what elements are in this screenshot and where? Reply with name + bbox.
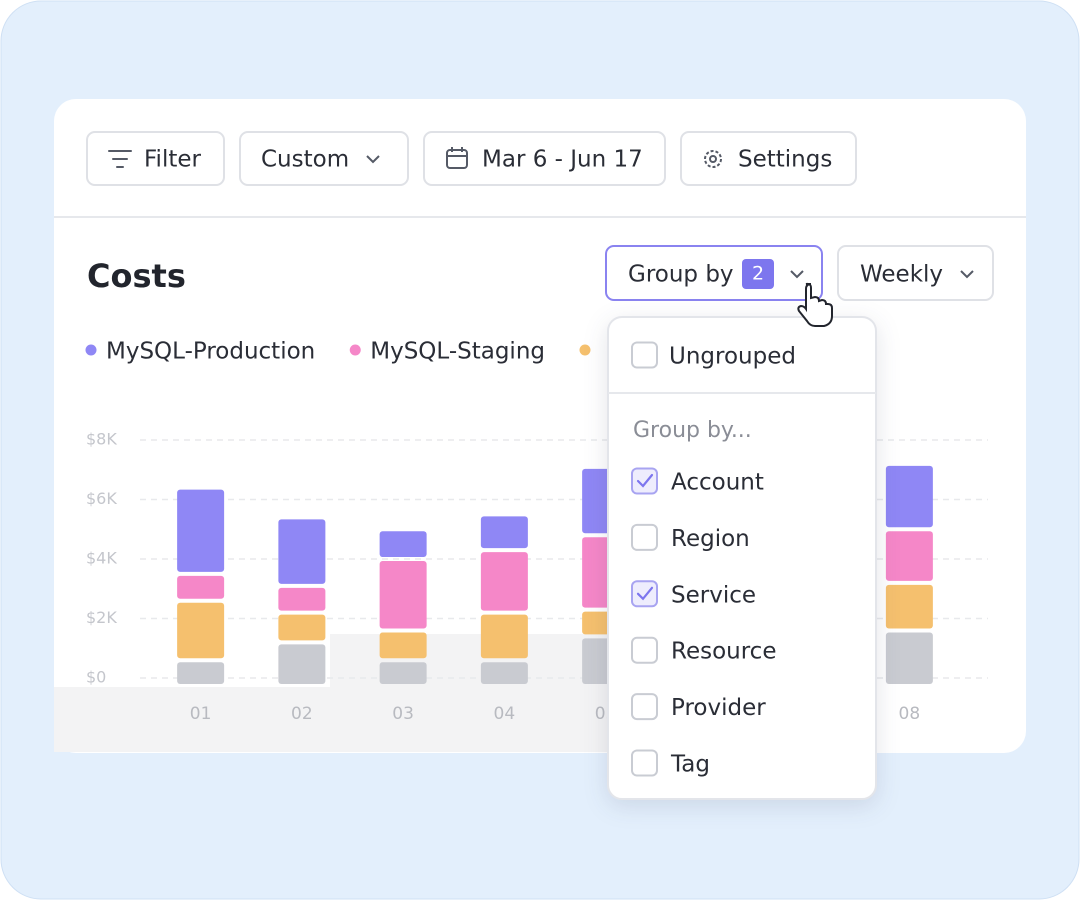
y-tick-label: $8K [86, 430, 117, 449]
settings-button[interactable] [680, 131, 857, 186]
bar-segment [278, 614, 326, 641]
interval-label: Weekly [860, 262, 943, 288]
bar-segment [885, 584, 933, 629]
option-checkbox [631, 467, 658, 495]
option-label: Region [671, 526, 750, 552]
bar-segment [379, 662, 427, 684]
legend-label: MySQL-Production [106, 339, 315, 365]
bar-segment [480, 662, 528, 684]
bar-segment [278, 519, 326, 584]
bar-segment [379, 632, 427, 659]
x-tick-label: 03 [392, 704, 414, 724]
bar-segment [480, 552, 528, 611]
y-tick-label: $6K [86, 489, 117, 508]
option-checkbox [631, 749, 658, 777]
option-checkbox [631, 636, 658, 664]
bar-segment [177, 662, 225, 684]
preset-button[interactable] [239, 131, 409, 186]
filter-button[interactable] [86, 131, 225, 186]
section-label: Group by... [633, 418, 752, 443]
group-count-badge [742, 259, 774, 289]
option-label: Resource [671, 639, 776, 665]
bar-segment [177, 489, 225, 572]
bar-segment [885, 531, 933, 581]
preset-label: Custom [261, 147, 349, 173]
x-tick-label: 01 [190, 704, 212, 724]
ungrouped-checkbox [631, 341, 658, 369]
option-label: Tag [670, 752, 710, 778]
bar-segment [177, 602, 225, 659]
settings-label: Settings [738, 147, 832, 173]
y-tick-label: $4K [86, 549, 117, 568]
option-label: Service [671, 582, 756, 608]
legend-dot [85, 344, 97, 356]
legend-dot [579, 344, 591, 356]
dropdown-menu: Group by... Ungrouped Account Region Servic… [607, 316, 877, 800]
option-checkbox [631, 523, 658, 551]
chevron [960, 270, 974, 279]
x-tick-label: 04 [494, 704, 516, 724]
check-mark [636, 586, 654, 601]
option-label: Provider [671, 695, 766, 721]
bar-segment [278, 587, 326, 611]
option-label: Ungrouped [669, 344, 796, 370]
y-tick-label: $2K [86, 608, 117, 627]
shadow-shape [54, 634, 610, 752]
legend-label: MySQL-Staging [370, 339, 545, 365]
bar-segment [480, 516, 528, 549]
bar-segment [885, 465, 933, 528]
gear-icon [704, 150, 722, 168]
legend-dot [349, 344, 361, 356]
check-mark [636, 473, 654, 488]
y-tick-label: $0 [86, 668, 106, 687]
option-checkbox [631, 580, 658, 608]
x-tick-label: 08 [899, 704, 921, 724]
date-button[interactable] [423, 131, 666, 186]
chevron [790, 270, 804, 279]
group-by-label: Group by [628, 262, 734, 288]
bar-segment [177, 575, 225, 599]
option-label: Account [671, 470, 764, 496]
toolbar: Filter Custom Mar 6 - Jun 17 Settings [86, 131, 857, 186]
bar-segment [885, 632, 933, 684]
filter-label: Filter [144, 147, 202, 173]
filter-icon [108, 150, 132, 168]
dropdown-panel [607, 316, 877, 800]
x-tick-label: 02 [291, 704, 313, 724]
calendar-icon [446, 147, 468, 169]
interval-button[interactable] [837, 245, 994, 301]
chart-title: Costs [87, 257, 186, 295]
option-checkbox [631, 693, 658, 721]
bar-segment [480, 614, 528, 659]
group-count: 2 [752, 263, 764, 285]
bar-segment [379, 531, 427, 558]
cursor [797, 282, 833, 327]
date-label: Mar 6 - Jun 17 [482, 147, 643, 173]
bar-segment [379, 561, 427, 629]
bar-segment [278, 644, 326, 684]
chart: $0 $2K $4K $6K $8K MySQL-Production MySQL-Stag… [85, 339, 988, 724]
chevron [366, 155, 380, 164]
